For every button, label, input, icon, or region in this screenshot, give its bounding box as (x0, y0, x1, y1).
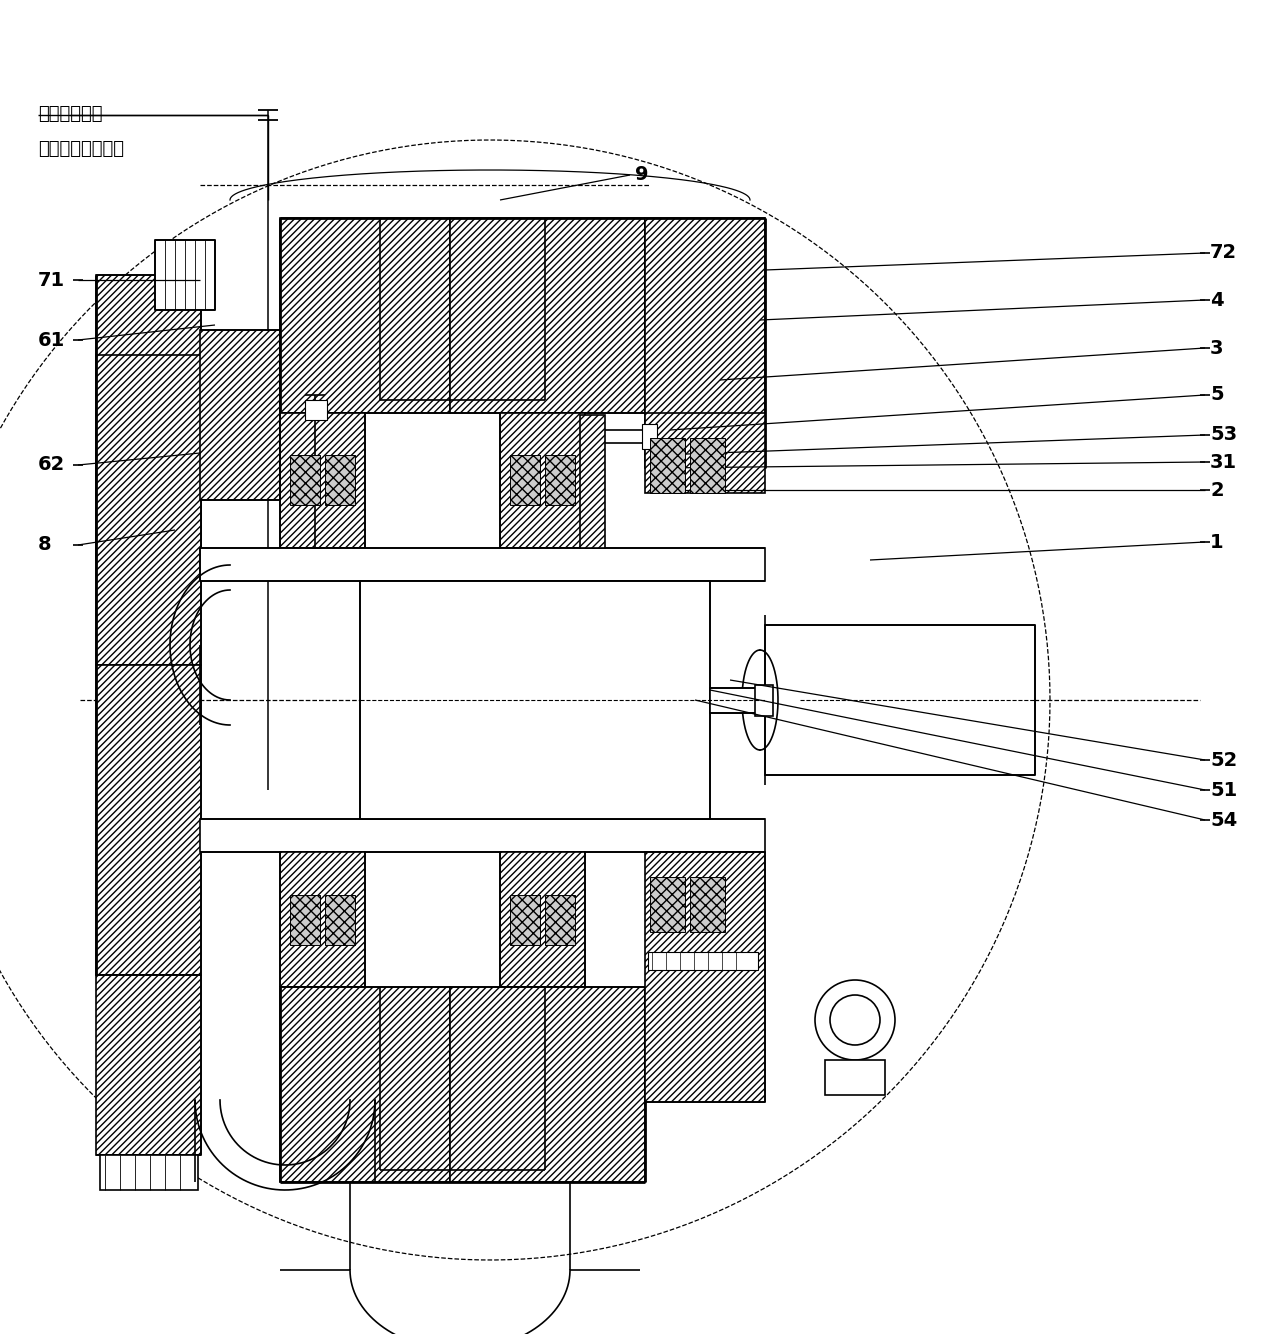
Bar (200, 329, 280, 500)
Text: 61: 61 (38, 331, 65, 350)
Text: 54: 54 (1210, 811, 1237, 830)
Bar (690, 438, 725, 494)
Text: 变速箱端盖的间隙: 变速箱端盖的间隙 (38, 140, 124, 157)
Text: 62: 62 (38, 455, 65, 475)
Bar (450, 987, 645, 1182)
Text: 3: 3 (1210, 339, 1224, 358)
Bar (825, 1061, 885, 1095)
Bar (96, 666, 201, 975)
Bar (200, 819, 765, 852)
Circle shape (815, 980, 895, 1061)
Text: 51: 51 (1210, 780, 1237, 799)
Bar (648, 952, 759, 970)
Text: 9: 9 (635, 165, 649, 184)
Bar (645, 217, 765, 468)
Bar (305, 400, 326, 420)
Bar (544, 895, 575, 944)
Circle shape (830, 995, 880, 1045)
Bar (280, 987, 450, 1182)
Bar (580, 415, 606, 548)
Text: 4: 4 (1210, 291, 1224, 309)
Bar (544, 455, 575, 506)
Bar (289, 455, 320, 506)
Text: 52: 52 (1210, 751, 1237, 770)
Bar (645, 414, 765, 494)
Bar (96, 275, 201, 560)
Text: 53: 53 (1210, 426, 1237, 444)
Bar (650, 876, 685, 932)
Bar (650, 438, 685, 494)
Bar (510, 455, 541, 506)
Bar (156, 240, 215, 309)
Bar (289, 987, 360, 1002)
Text: 2: 2 (1210, 480, 1224, 499)
Text: 71: 71 (38, 271, 65, 289)
Bar (280, 852, 365, 987)
Bar (96, 975, 201, 1155)
Bar (500, 414, 585, 548)
Bar (710, 688, 765, 712)
Bar (96, 355, 201, 666)
Bar (765, 626, 1035, 775)
Bar (289, 895, 320, 944)
Text: 31: 31 (1210, 452, 1237, 471)
Bar (325, 895, 354, 944)
Text: 5: 5 (1210, 386, 1224, 404)
Text: 8: 8 (38, 535, 51, 555)
Bar (643, 424, 657, 450)
Bar (510, 895, 541, 944)
Bar (99, 1155, 198, 1190)
Bar (280, 414, 365, 548)
Text: 1: 1 (1210, 532, 1224, 551)
Bar (645, 852, 765, 1102)
Bar (755, 684, 773, 716)
Bar (200, 548, 765, 582)
Text: 缓速器外壳与: 缓速器外壳与 (38, 105, 102, 123)
Bar (450, 217, 645, 414)
Bar (360, 582, 710, 819)
Bar (500, 852, 585, 987)
Bar (505, 987, 575, 1002)
Text: 72: 72 (1210, 244, 1237, 263)
Bar (690, 876, 725, 932)
Bar (325, 455, 354, 506)
Bar (280, 217, 450, 414)
